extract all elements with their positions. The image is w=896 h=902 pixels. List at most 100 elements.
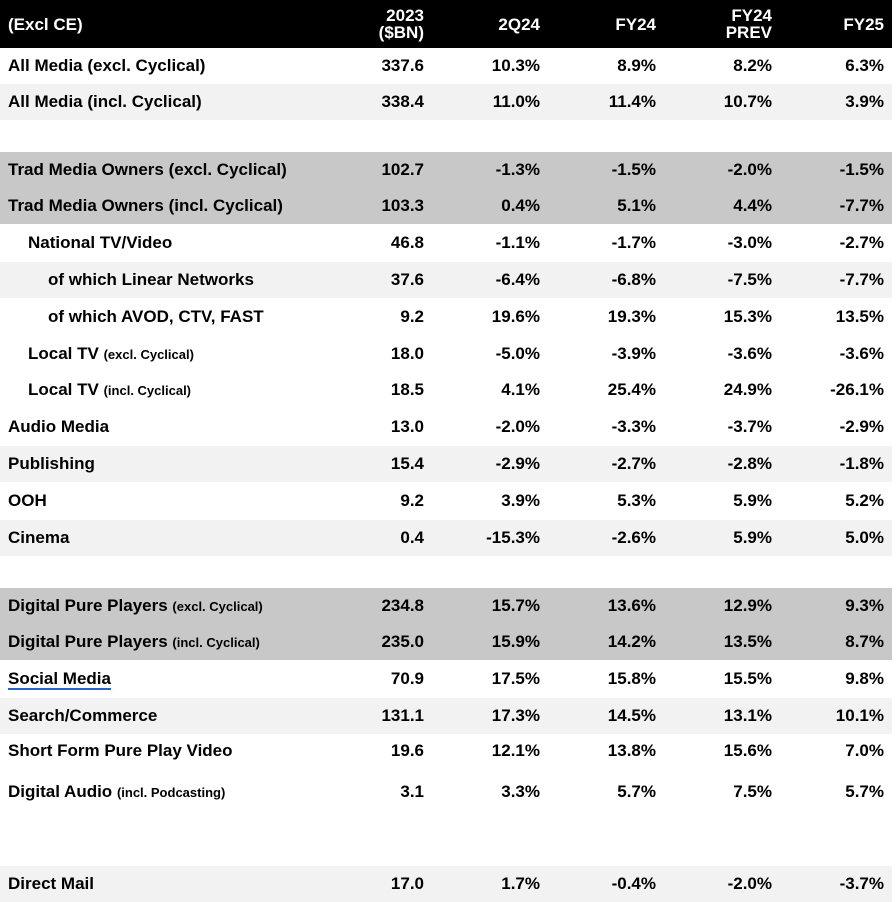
value-fy24 <box>548 120 664 152</box>
value-fy25: 9.3% <box>845 596 884 615</box>
value-fy24-prev: -2.0% <box>727 160 772 179</box>
header-fy25: FY25 <box>843 14 884 34</box>
value-2q24: -15.3% <box>486 528 540 547</box>
row-label: All Media (incl. Cyclical) <box>0 84 336 120</box>
table-row: Short Form Pure Play Video 19.6 12.1% 13.8%… <box>0 734 892 768</box>
table-row: Social Media 70.9 17.5% 15.8% 15.5% 9.8% <box>0 660 892 698</box>
value-fy24: 13.8% <box>607 741 656 760</box>
value-fy24-prev: 10.7% <box>723 92 772 111</box>
value-fy24-prev: -2.0% <box>727 874 772 893</box>
value-fy24-prev: -2.8% <box>727 454 772 473</box>
value-fy24: 5.1% <box>617 196 656 215</box>
value-fy25: -26.1% <box>830 380 884 399</box>
table-row: Cinema 0.4 -15.3% -2.6% 5.9% 5.0% <box>0 520 892 556</box>
table-row: Local TV (incl. Cyclical) 18.5 4.1% 25.4% 24… <box>0 372 892 408</box>
row-label: Cinema <box>0 520 336 556</box>
value-fy24: -6.8% <box>611 270 656 289</box>
value-2023: 103.3 <box>381 196 424 215</box>
value-2q24: 3.3% <box>501 782 540 801</box>
value-fy24-prev: 13.1% <box>723 706 772 725</box>
value-fy24-prev: 4.4% <box>733 196 772 215</box>
value-2q24 <box>432 556 548 588</box>
value-2023: 17.0 <box>390 874 424 893</box>
value-fy25: -3.7% <box>839 874 884 893</box>
value-2q24: -5.0% <box>495 344 540 363</box>
value-fy24-prev: 5.9% <box>733 528 772 547</box>
value-2023: 338.4 <box>381 92 424 111</box>
value-fy25: 10.1% <box>835 706 884 725</box>
spacer-row <box>0 556 892 588</box>
table-row: of which Linear Networks 37.6 -6.4% -6.8% -7… <box>0 262 892 298</box>
value-fy25: 3.9% <box>845 92 884 111</box>
value-2q24: 15.7% <box>491 596 540 615</box>
row-label <box>0 556 336 588</box>
row-label: Audio Media <box>0 408 336 446</box>
row-label: Local TV (incl. Cyclical) <box>0 372 336 408</box>
table-row: Local TV (excl. Cyclical) 18.0 -5.0% -3.9% -… <box>0 336 892 372</box>
value-fy24: 14.5% <box>607 706 656 725</box>
row-label-text: Publishing <box>8 454 95 473</box>
row-label: Digital Pure Players (incl. Cyclical) <box>0 624 336 660</box>
value-fy24: -1.5% <box>611 160 656 179</box>
row-label <box>0 120 336 152</box>
table-row: Search/Commerce 131.1 17.3% 14.5% 13.1% 10.1% <box>0 698 892 734</box>
value-2q24: 17.3% <box>491 706 540 725</box>
value-fy24-prev: 8.2% <box>733 56 772 75</box>
row-label-text: Search/Commerce <box>8 706 158 725</box>
value-2q24 <box>432 816 548 866</box>
row-label-text: Short Form Pure Play Video <box>8 741 233 760</box>
row-label: Social Media <box>0 660 336 698</box>
value-2q24: -2.9% <box>495 454 540 473</box>
header-label: (Excl CE) <box>8 14 83 34</box>
value-2q24: -1.1% <box>495 233 540 252</box>
table-row: All Media (excl. Cyclical) 337.6 10.3% 8.9%… <box>0 48 892 84</box>
value-fy25: -7.7% <box>839 270 884 289</box>
row-label: Local TV (excl. Cyclical) <box>0 336 336 372</box>
value-2023 <box>336 120 432 152</box>
row-label: National TV/Video <box>0 224 336 262</box>
value-fy24-prev: -7.5% <box>727 270 772 289</box>
row-label: Trad Media Owners (incl. Cyclical) <box>0 188 336 224</box>
value-fy25: 5.2% <box>845 491 884 510</box>
value-fy24-prev <box>664 556 780 588</box>
value-fy24: 8.9% <box>617 56 656 75</box>
row-label-note: (excl. Cyclical) <box>172 599 263 614</box>
spacer-row <box>0 120 892 152</box>
value-fy24: 25.4% <box>607 380 656 399</box>
value-fy24-prev <box>664 816 780 866</box>
value-fy24 <box>548 816 664 866</box>
value-fy24-prev: 24.9% <box>723 380 772 399</box>
value-2q24: -2.0% <box>495 417 540 436</box>
row-label-text: National TV/Video <box>28 233 173 252</box>
spacer-row <box>0 816 892 866</box>
value-fy24: 11.4% <box>608 92 656 111</box>
row-label-text: Trad Media Owners (excl. Cyclical) <box>8 160 287 179</box>
value-2023: 3.1 <box>400 782 424 801</box>
row-label-text: Local TV <box>28 380 99 399</box>
value-fy24-prev: 15.5% <box>723 669 772 688</box>
row-label-text: of which AVOD, CTV, FAST <box>48 307 264 326</box>
value-2023: 9.2 <box>400 307 424 326</box>
value-2023: 19.6 <box>390 741 424 760</box>
value-2023: 234.8 <box>381 596 424 615</box>
value-2023: 0.4 <box>400 528 424 547</box>
value-fy24-prev: -3.0% <box>727 233 772 252</box>
value-2023: 102.7 <box>381 160 424 179</box>
row-label-text: Audio Media <box>8 417 110 436</box>
value-fy24: -2.6% <box>611 528 656 547</box>
row-label: of which Linear Networks <box>0 262 336 298</box>
value-2023: 235.0 <box>381 632 424 651</box>
table-row: Digital Pure Players (incl. Cyclical) 235… <box>0 624 892 660</box>
row-label <box>0 816 336 866</box>
value-fy24: -3.3% <box>611 417 656 436</box>
row-label-text: Digital Pure Players <box>8 632 168 651</box>
value-2q24: 19.6% <box>491 307 540 326</box>
value-fy25: 5.0% <box>845 528 884 547</box>
table-row: National TV/Video 46.8 -1.1% -1.7% -3.0% -2.7… <box>0 224 892 262</box>
value-fy25: -1.8% <box>839 454 884 473</box>
row-label: of which AVOD, CTV, FAST <box>0 298 336 336</box>
value-2023: 13.0 <box>390 417 424 436</box>
row-label-note: (incl. Cyclical) <box>172 635 260 650</box>
header-fy24: FY24 <box>615 14 656 34</box>
